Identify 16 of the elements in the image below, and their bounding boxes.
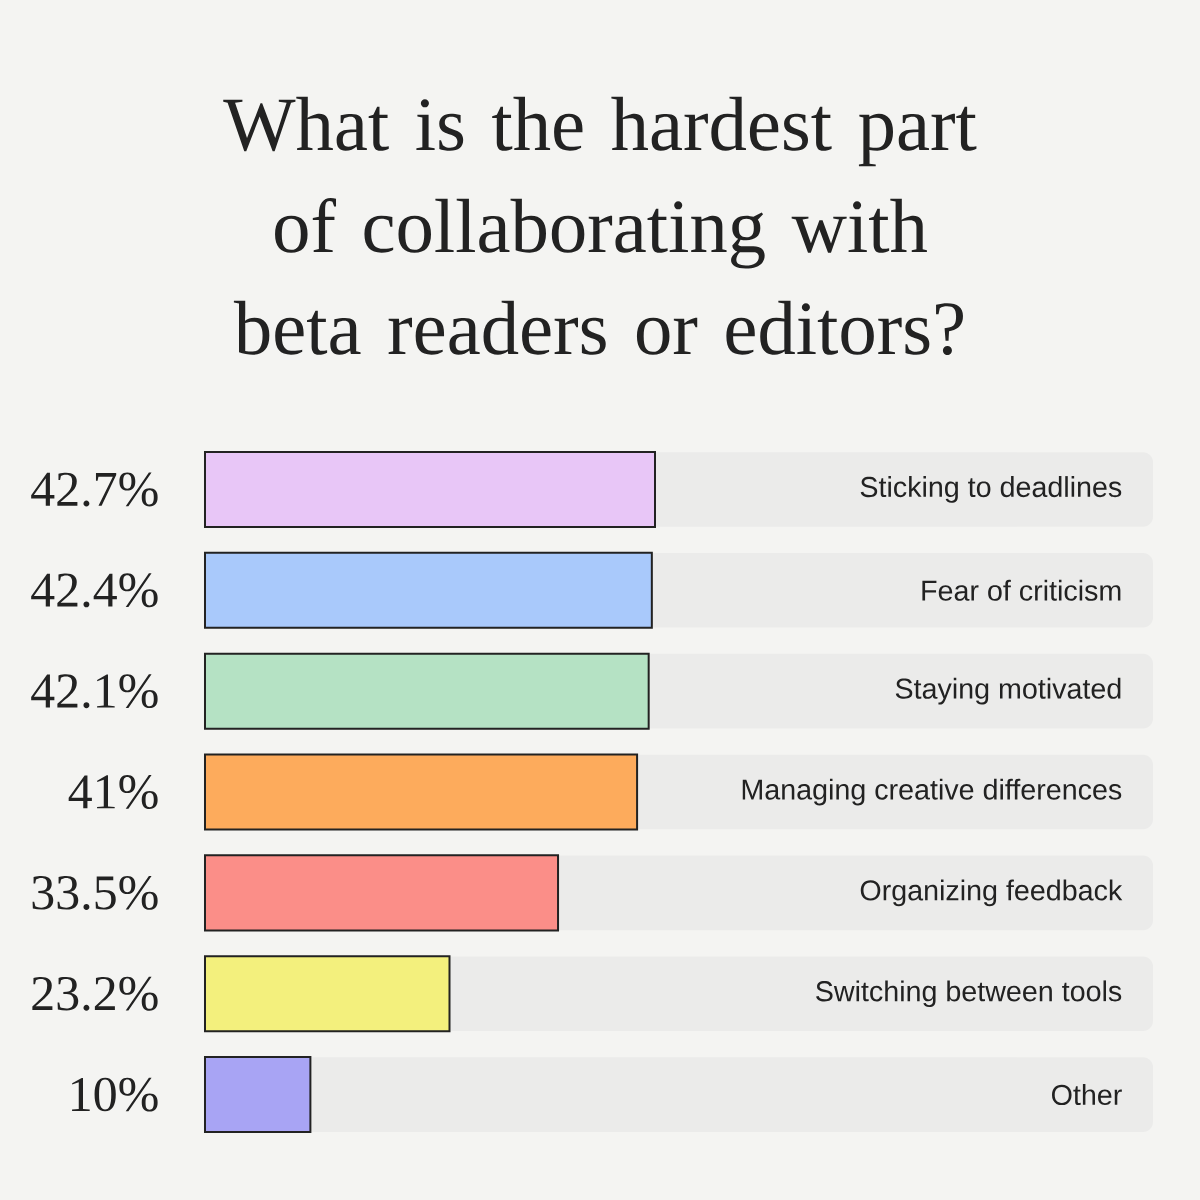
y-tick-label: Organizing feedback [860,879,1123,907]
y-tick-label: Sticking to deadlines [860,476,1122,503]
y-tick-label: Staying motivated [895,677,1121,705]
data-label: 41% [68,775,158,809]
y-tick-label: Other [1052,1084,1122,1106]
bar [203,1056,312,1134]
data-label: 10% [72,1077,158,1112]
y-tick-label: Switching between tools [816,980,1122,1008]
chart-title: What is the hardest part of collaborating with beta readers or editors? [223,96,977,356]
y-tick-label: Managing creative differences [742,778,1122,806]
data-label: 42.1% [31,674,158,709]
data-label: 33.5% [32,875,158,910]
data-label: 42.4% [31,573,158,608]
data-label: 42.7% [31,472,158,507]
data-label: 23.2% [32,976,158,1011]
y-tick-label: Fear of criticism [922,579,1121,601]
